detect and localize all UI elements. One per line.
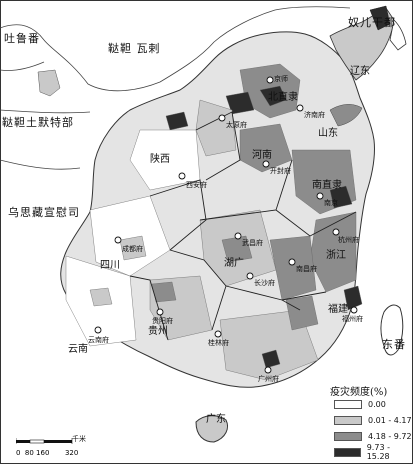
label-guizhou: 贵州 xyxy=(148,326,168,337)
label-dadan: 鞑靼 瓦剌 xyxy=(108,42,161,55)
city-markers xyxy=(94,76,358,374)
label-dongfan: 东番 xyxy=(382,338,406,351)
label-beizhili: 北直隶 xyxy=(268,92,298,103)
legend-swatch xyxy=(334,399,362,409)
chengdu-marker xyxy=(114,236,122,244)
label-beijing: 京师 xyxy=(274,75,288,83)
legend-swatch xyxy=(334,431,362,441)
nanchang-marker xyxy=(288,258,296,266)
label-guangdong: 广东 xyxy=(206,414,226,425)
label-huguang: 湖广 xyxy=(224,258,244,269)
hainan-island xyxy=(195,415,228,443)
legend-item: 0.00 xyxy=(334,398,386,410)
changsha-marker xyxy=(246,272,254,280)
label-liaodong: 辽东 xyxy=(350,66,370,77)
label-wusizang: 乌思藏宣慰司 xyxy=(8,206,80,219)
label-yunnanfu: 云南府 xyxy=(88,336,109,344)
guangzhou-marker xyxy=(264,366,272,374)
label-zhejiang: 浙江 xyxy=(326,250,346,261)
fuzhou-marker xyxy=(350,306,358,314)
northern-frontier-line xyxy=(0,6,351,92)
label-chengdu: 成都府 xyxy=(122,245,143,253)
label-wuchang: 武昌府 xyxy=(242,239,263,247)
wusizang-boundary-line xyxy=(0,159,81,170)
legend-label: 9.73 - 15.28 xyxy=(366,443,390,461)
guilin-marker xyxy=(214,330,222,338)
scale-bar xyxy=(16,438,73,444)
beijing-marker xyxy=(266,76,274,84)
hangzhou-marker xyxy=(332,228,340,236)
label-fujian: 福建 xyxy=(328,304,348,315)
shandong-peninsula xyxy=(329,104,363,127)
label-yunnan: 云南 xyxy=(68,344,88,355)
taiyuan-marker xyxy=(218,114,226,122)
label-tulufan: 吐鲁番 xyxy=(4,32,40,45)
scale-ticks: 0 80 160 320 xyxy=(16,449,79,457)
scale-unit: 千米 xyxy=(72,435,86,443)
legend-title: 疫灾频度(%) xyxy=(330,387,388,398)
yunnanfu-marker xyxy=(94,326,102,334)
guiyang-marker xyxy=(156,308,164,316)
label-tuerhute: 鞑靼土默特部 xyxy=(2,116,74,129)
northwest-patch xyxy=(37,69,61,97)
label-nanchang: 南昌府 xyxy=(296,265,317,273)
label-guiyang: 贵阳府 xyxy=(152,317,173,325)
province-boundaries xyxy=(129,111,357,341)
district-shading xyxy=(65,63,363,381)
tulufan-boundary-line xyxy=(0,61,45,71)
wuchang-marker xyxy=(234,232,242,240)
label-guilin: 桂林府 xyxy=(208,339,229,347)
label-nuerganbu: 奴儿干都 xyxy=(348,16,396,29)
legend-label: 0.01 - 4.17 xyxy=(368,415,412,425)
legend-item: 4.18 - 9.72 xyxy=(334,430,412,442)
label-henan: 河南 xyxy=(252,150,272,161)
label-jinan: 济南府 xyxy=(304,111,325,119)
kaifeng-marker xyxy=(262,160,270,168)
legend-item: 9.73 - 15.28 xyxy=(334,443,413,461)
label-kaifeng: 开封府 xyxy=(270,167,291,175)
label-nanzhili: 南直隶 xyxy=(312,180,342,191)
xian-marker xyxy=(178,172,186,180)
label-hangzhou: 杭州府 xyxy=(338,236,359,244)
label-shanxi: 陕西 xyxy=(150,154,170,165)
legend-label: 4.18 - 9.72 xyxy=(368,431,412,441)
label-changsha: 长沙府 xyxy=(254,279,275,287)
label-sichuan: 四川 xyxy=(100,260,120,271)
tumed-boundary-line xyxy=(0,109,91,114)
label-nanjing: 南京 xyxy=(324,199,338,207)
label-taiyuan: 太原府 xyxy=(226,121,247,129)
nuergan-dark-patch xyxy=(369,5,391,31)
label-guangzhou: 广州府 xyxy=(258,375,279,383)
dongfan-island xyxy=(380,304,404,356)
nanjing-marker xyxy=(316,192,324,200)
label-shandong: 山东 xyxy=(318,128,338,139)
jinan-marker xyxy=(296,104,304,112)
label-fuzhou: 福州府 xyxy=(342,315,363,323)
northeast-coast xyxy=(389,19,407,51)
label-xian: 西安府 xyxy=(186,181,207,189)
legend-label: 0.00 xyxy=(368,399,386,409)
legend-swatch xyxy=(334,447,361,457)
legend-swatch xyxy=(334,415,362,425)
legend-item: 0.01 - 4.17 xyxy=(334,414,412,426)
